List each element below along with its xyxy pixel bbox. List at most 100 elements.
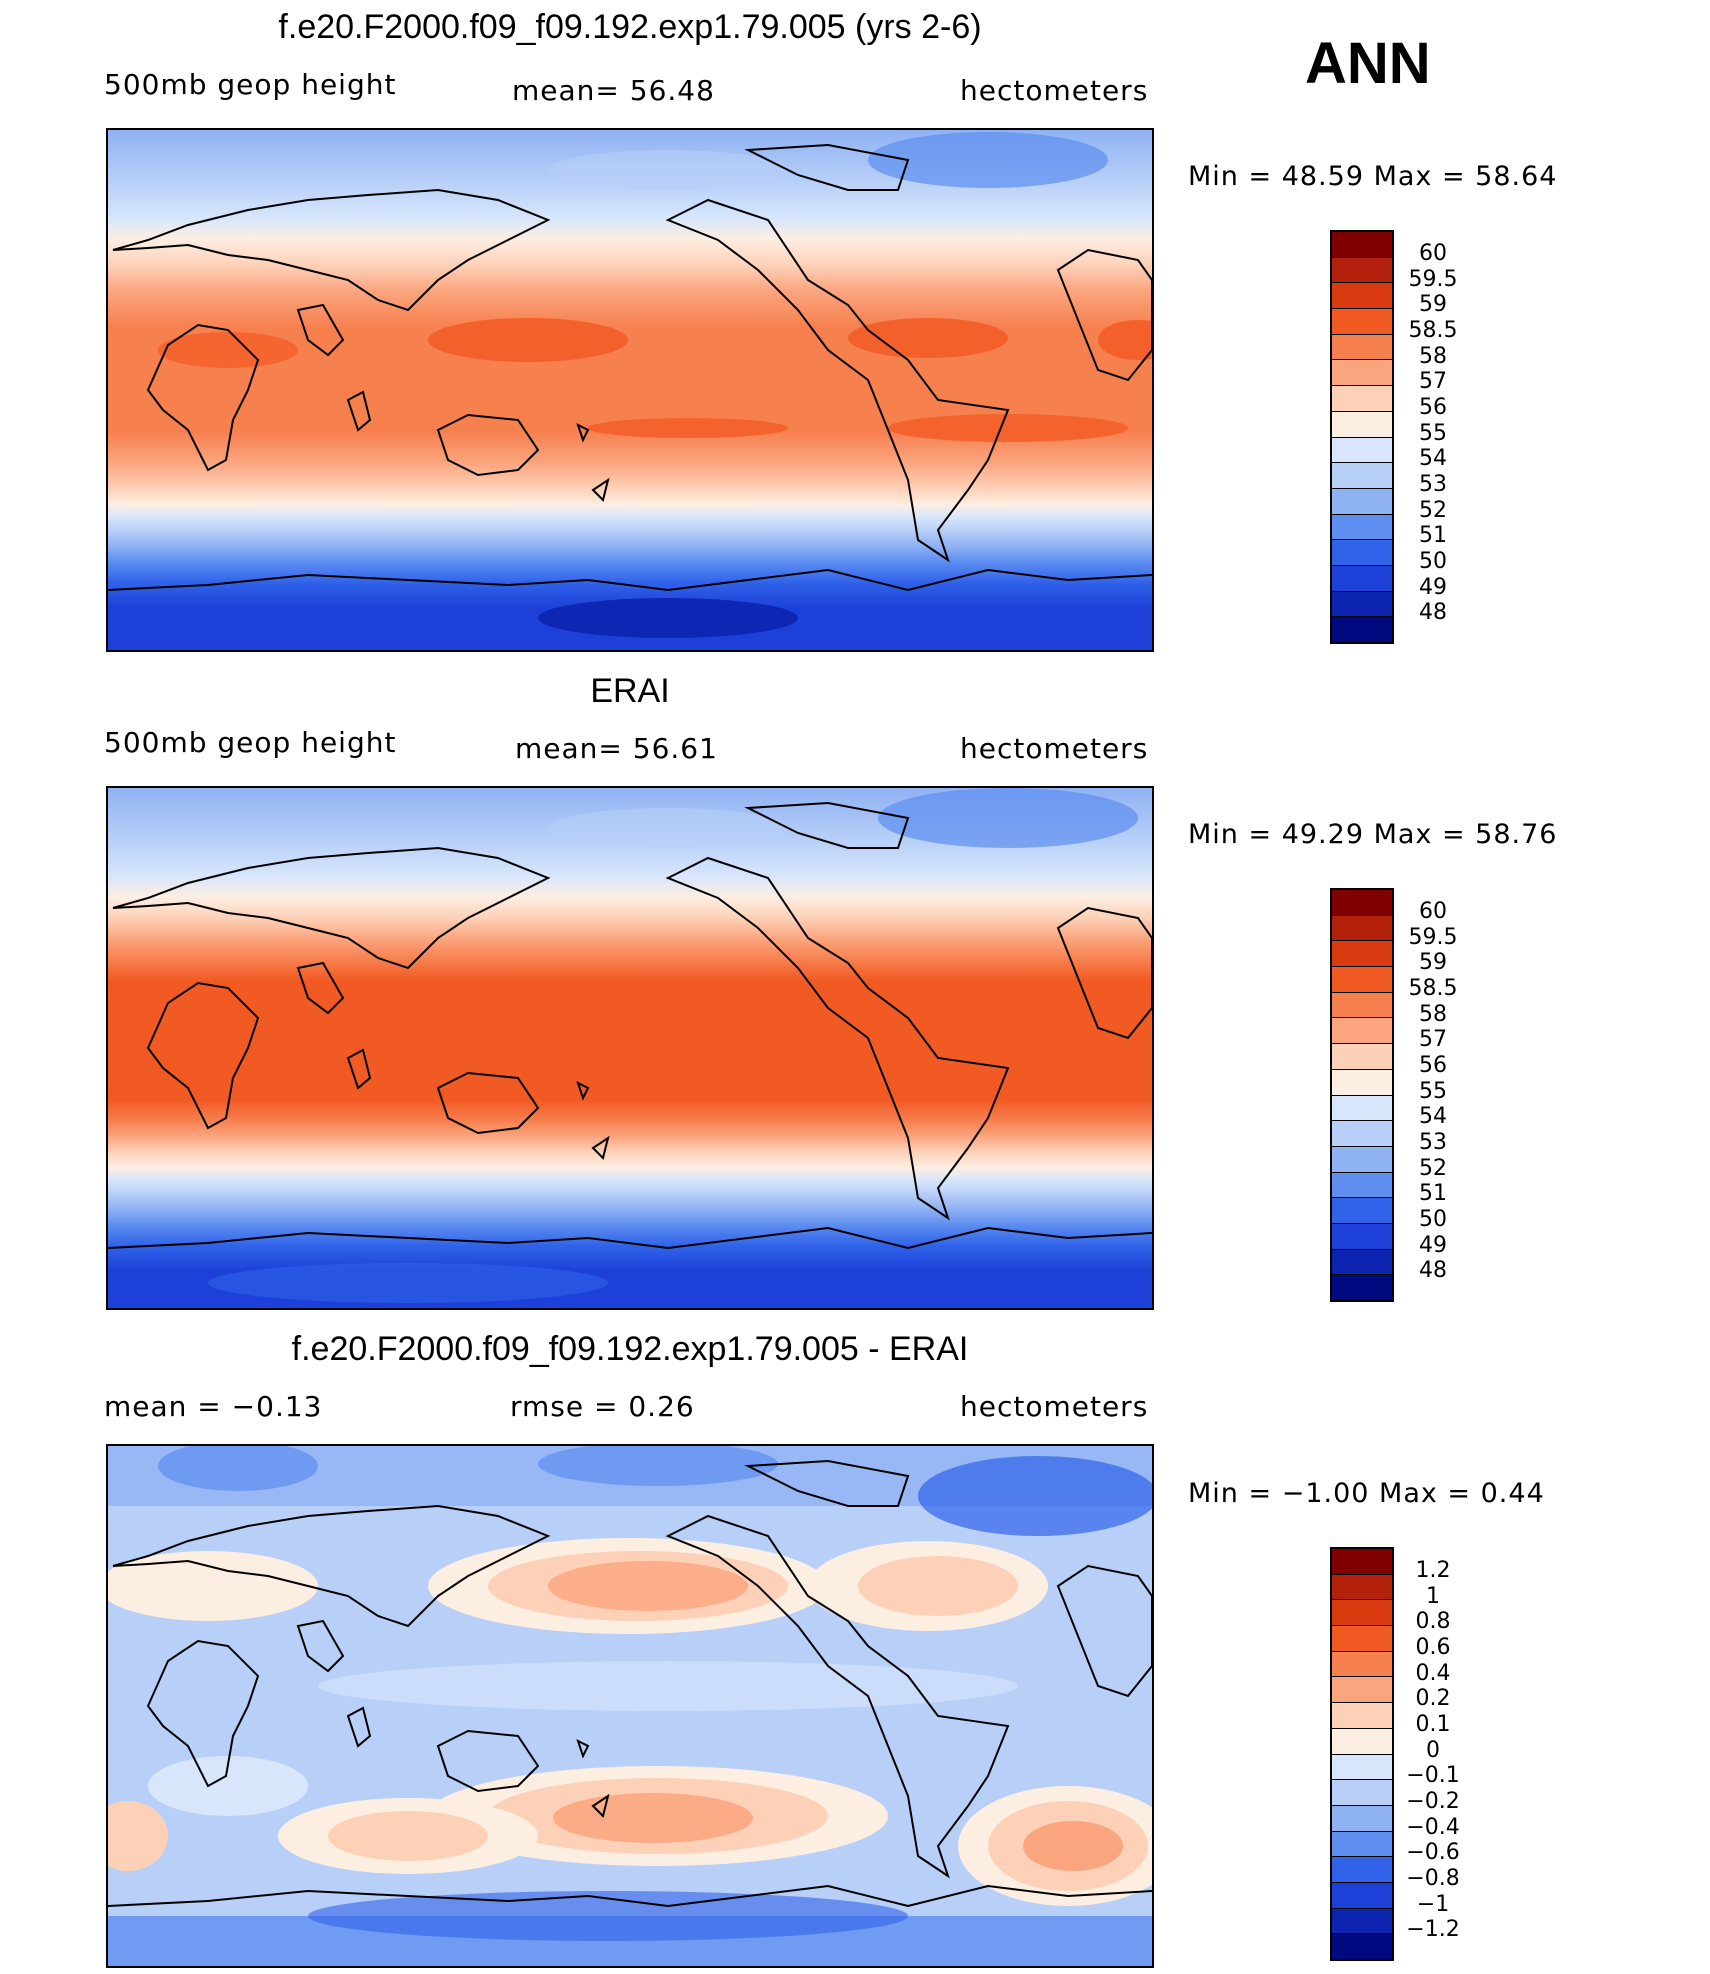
panel2-colorbar-label: 54 — [1419, 1104, 1447, 1129]
panel3-colorbar-seg — [1332, 1549, 1392, 1575]
panel3-rmse-label: rmse = 0.26 — [510, 1390, 695, 1423]
panel3-colorbar-seg — [1332, 1703, 1392, 1729]
panel3-colorbar-seg — [1332, 1934, 1392, 1959]
panel3-colorbar-seg — [1332, 1780, 1392, 1806]
panel2-map-svg — [108, 788, 1152, 1308]
panel3-colorbar-seg — [1332, 1677, 1392, 1704]
panel2-title: ERAI — [590, 672, 670, 710]
panel3-colorbar-label: 0.6 — [1415, 1635, 1451, 1660]
panel1-colorbar-label: 52 — [1419, 498, 1447, 523]
panel1-colorbar-seg — [1332, 565, 1392, 592]
panel2-colorbar-label: 59 — [1419, 950, 1447, 975]
panel1-colorbar-label: 57 — [1419, 369, 1447, 394]
panel1-colorbar-label: 51 — [1419, 523, 1447, 548]
panel2-colorbar-seg — [1332, 1223, 1392, 1250]
panel1-colorbar-seg — [1332, 334, 1392, 361]
panel1-map — [106, 128, 1154, 652]
panel2-colorbar-label: 50 — [1419, 1207, 1447, 1232]
panel3-colorbar-seg — [1332, 1857, 1392, 1883]
panel1-colorbar-seg — [1332, 617, 1392, 642]
panel1-anomaly-blobs — [158, 132, 1152, 638]
panel2-field — [108, 788, 1152, 1308]
panel1-colorbar-label: 60 — [1419, 241, 1447, 266]
panel3-colorbar-seg — [1332, 1882, 1392, 1909]
panel1-colorbar-label: 54 — [1419, 446, 1447, 471]
panel1-minmax-label: Min = 48.59 Max = 58.64 — [1188, 161, 1558, 192]
panel3-colorbar-seg — [1332, 1754, 1392, 1781]
panel1-title: f.e20.F2000.f09_f09.192.exp1.79.005 (yrs… — [278, 8, 982, 46]
panel2-mean-label: mean= 56.61 — [515, 732, 718, 765]
panel3-colorbar-label: 1.2 — [1415, 1558, 1451, 1583]
panel3-title: f.e20.F2000.f09_f09.192.exp1.79.005 - ER… — [291, 1330, 969, 1368]
panel1-colorbar-seg — [1332, 463, 1392, 489]
panel2-coastlines — [108, 801, 1152, 1250]
panel2-colorbar-seg — [1332, 1275, 1392, 1300]
panel1-colorbar-seg — [1332, 360, 1392, 387]
panel2-colorbar-seg — [1332, 1249, 1392, 1276]
panel3-colorbar-label: −0.4 — [1406, 1815, 1460, 1840]
panel3-coastlines — [108, 1459, 1152, 1908]
panel2-colorbar-label: 49 — [1419, 1233, 1447, 1258]
panel1-colorbar-seg — [1332, 540, 1392, 566]
panel2-colorbar-seg — [1332, 1172, 1392, 1199]
panel2-minmax-label: Min = 49.29 Max = 58.76 — [1188, 819, 1558, 850]
panel3-colorbar-label: −1 — [1416, 1892, 1450, 1917]
panel3-colorbar-label: 1 — [1426, 1584, 1440, 1609]
panel1-colorbar-label: 53 — [1419, 472, 1447, 497]
panel1-variable-label: 500mb geop height — [104, 68, 397, 101]
panel1-colorbar-seg — [1332, 411, 1392, 438]
panel3-colorbar-seg — [1332, 1831, 1392, 1858]
panel1-colorbar-seg — [1332, 309, 1392, 335]
panel3-colorbar-seg — [1332, 1574, 1392, 1601]
panel2-colorbar-seg — [1332, 967, 1392, 993]
panel1-colorbar-label: 59 — [1419, 292, 1447, 317]
panel2-colorbar-label: 58 — [1419, 1002, 1447, 1027]
panel3-anomaly-blobs — [108, 1446, 1152, 1966]
panel3-colorbar-label: 0.4 — [1415, 1661, 1451, 1686]
panel1-colorbar — [1330, 230, 1394, 644]
panel2-colorbar-label: 55 — [1419, 1079, 1447, 1104]
panel1-colorbar-label: 55 — [1419, 421, 1447, 446]
panel2-colorbar-seg — [1332, 890, 1392, 916]
panel3-colorbar-label: 0.8 — [1415, 1609, 1451, 1634]
panel3-colorbar-seg — [1332, 1728, 1392, 1755]
panel1-colorbar-label: 50 — [1419, 549, 1447, 574]
panel2-colorbar-seg — [1332, 1018, 1392, 1045]
panel3-colorbar-seg — [1332, 1908, 1392, 1935]
panel2-colorbar-label: 53 — [1419, 1130, 1447, 1155]
panel3-colorbar-label: −0.6 — [1406, 1840, 1460, 1865]
panel2-colorbar-label: 58.5 — [1408, 976, 1458, 1001]
panel3-units-label: hectometers — [960, 1390, 1149, 1423]
panel2-colorbar-seg — [1332, 1069, 1392, 1096]
panel1-colorbar-seg — [1332, 283, 1392, 310]
panel3-colorbar — [1330, 1547, 1394, 1961]
panel2-colorbar — [1330, 888, 1394, 1302]
panel3-colorbar-seg — [1332, 1651, 1392, 1678]
panel3-colorbar-seg — [1332, 1600, 1392, 1627]
panel1-colorbar-seg — [1332, 488, 1392, 515]
panel3-map — [106, 1444, 1154, 1968]
panel3-colorbar-label: −0.8 — [1406, 1866, 1460, 1891]
panel1-colorbar-label: 59.5 — [1408, 267, 1458, 292]
panel2-colorbar-label: 56 — [1419, 1053, 1447, 1078]
panel2-colorbar-seg — [1332, 1121, 1392, 1147]
panel2-units-label: hectometers — [960, 732, 1149, 765]
panel3-colorbar-label: −0.1 — [1406, 1763, 1460, 1788]
panel2-colorbar-label: 60 — [1419, 899, 1447, 924]
panel1-colorbar-label: 49 — [1419, 575, 1447, 600]
panel1-mean-label: mean= 56.48 — [512, 74, 715, 107]
panel1-coastlines — [108, 143, 1152, 592]
panel3-colorbar-label: 0.2 — [1415, 1686, 1451, 1711]
panel1-colorbar-seg — [1332, 514, 1392, 541]
panel3-colorbar-label: −1.2 — [1406, 1917, 1460, 1942]
panel3-colorbar-seg — [1332, 1626, 1392, 1652]
panel2-colorbar-label: 48 — [1419, 1258, 1447, 1283]
panel3-colorbar-label: 0 — [1426, 1738, 1440, 1763]
panel1-colorbar-label: 48 — [1419, 600, 1447, 625]
panel1-field — [108, 130, 1152, 650]
panel2-colorbar-seg — [1332, 1044, 1392, 1070]
panel2-colorbar-label: 59.5 — [1408, 925, 1458, 950]
panel2-map — [106, 786, 1154, 1310]
panel2-colorbar-seg — [1332, 1095, 1392, 1122]
panel2-colorbar-label: 57 — [1419, 1027, 1447, 1052]
